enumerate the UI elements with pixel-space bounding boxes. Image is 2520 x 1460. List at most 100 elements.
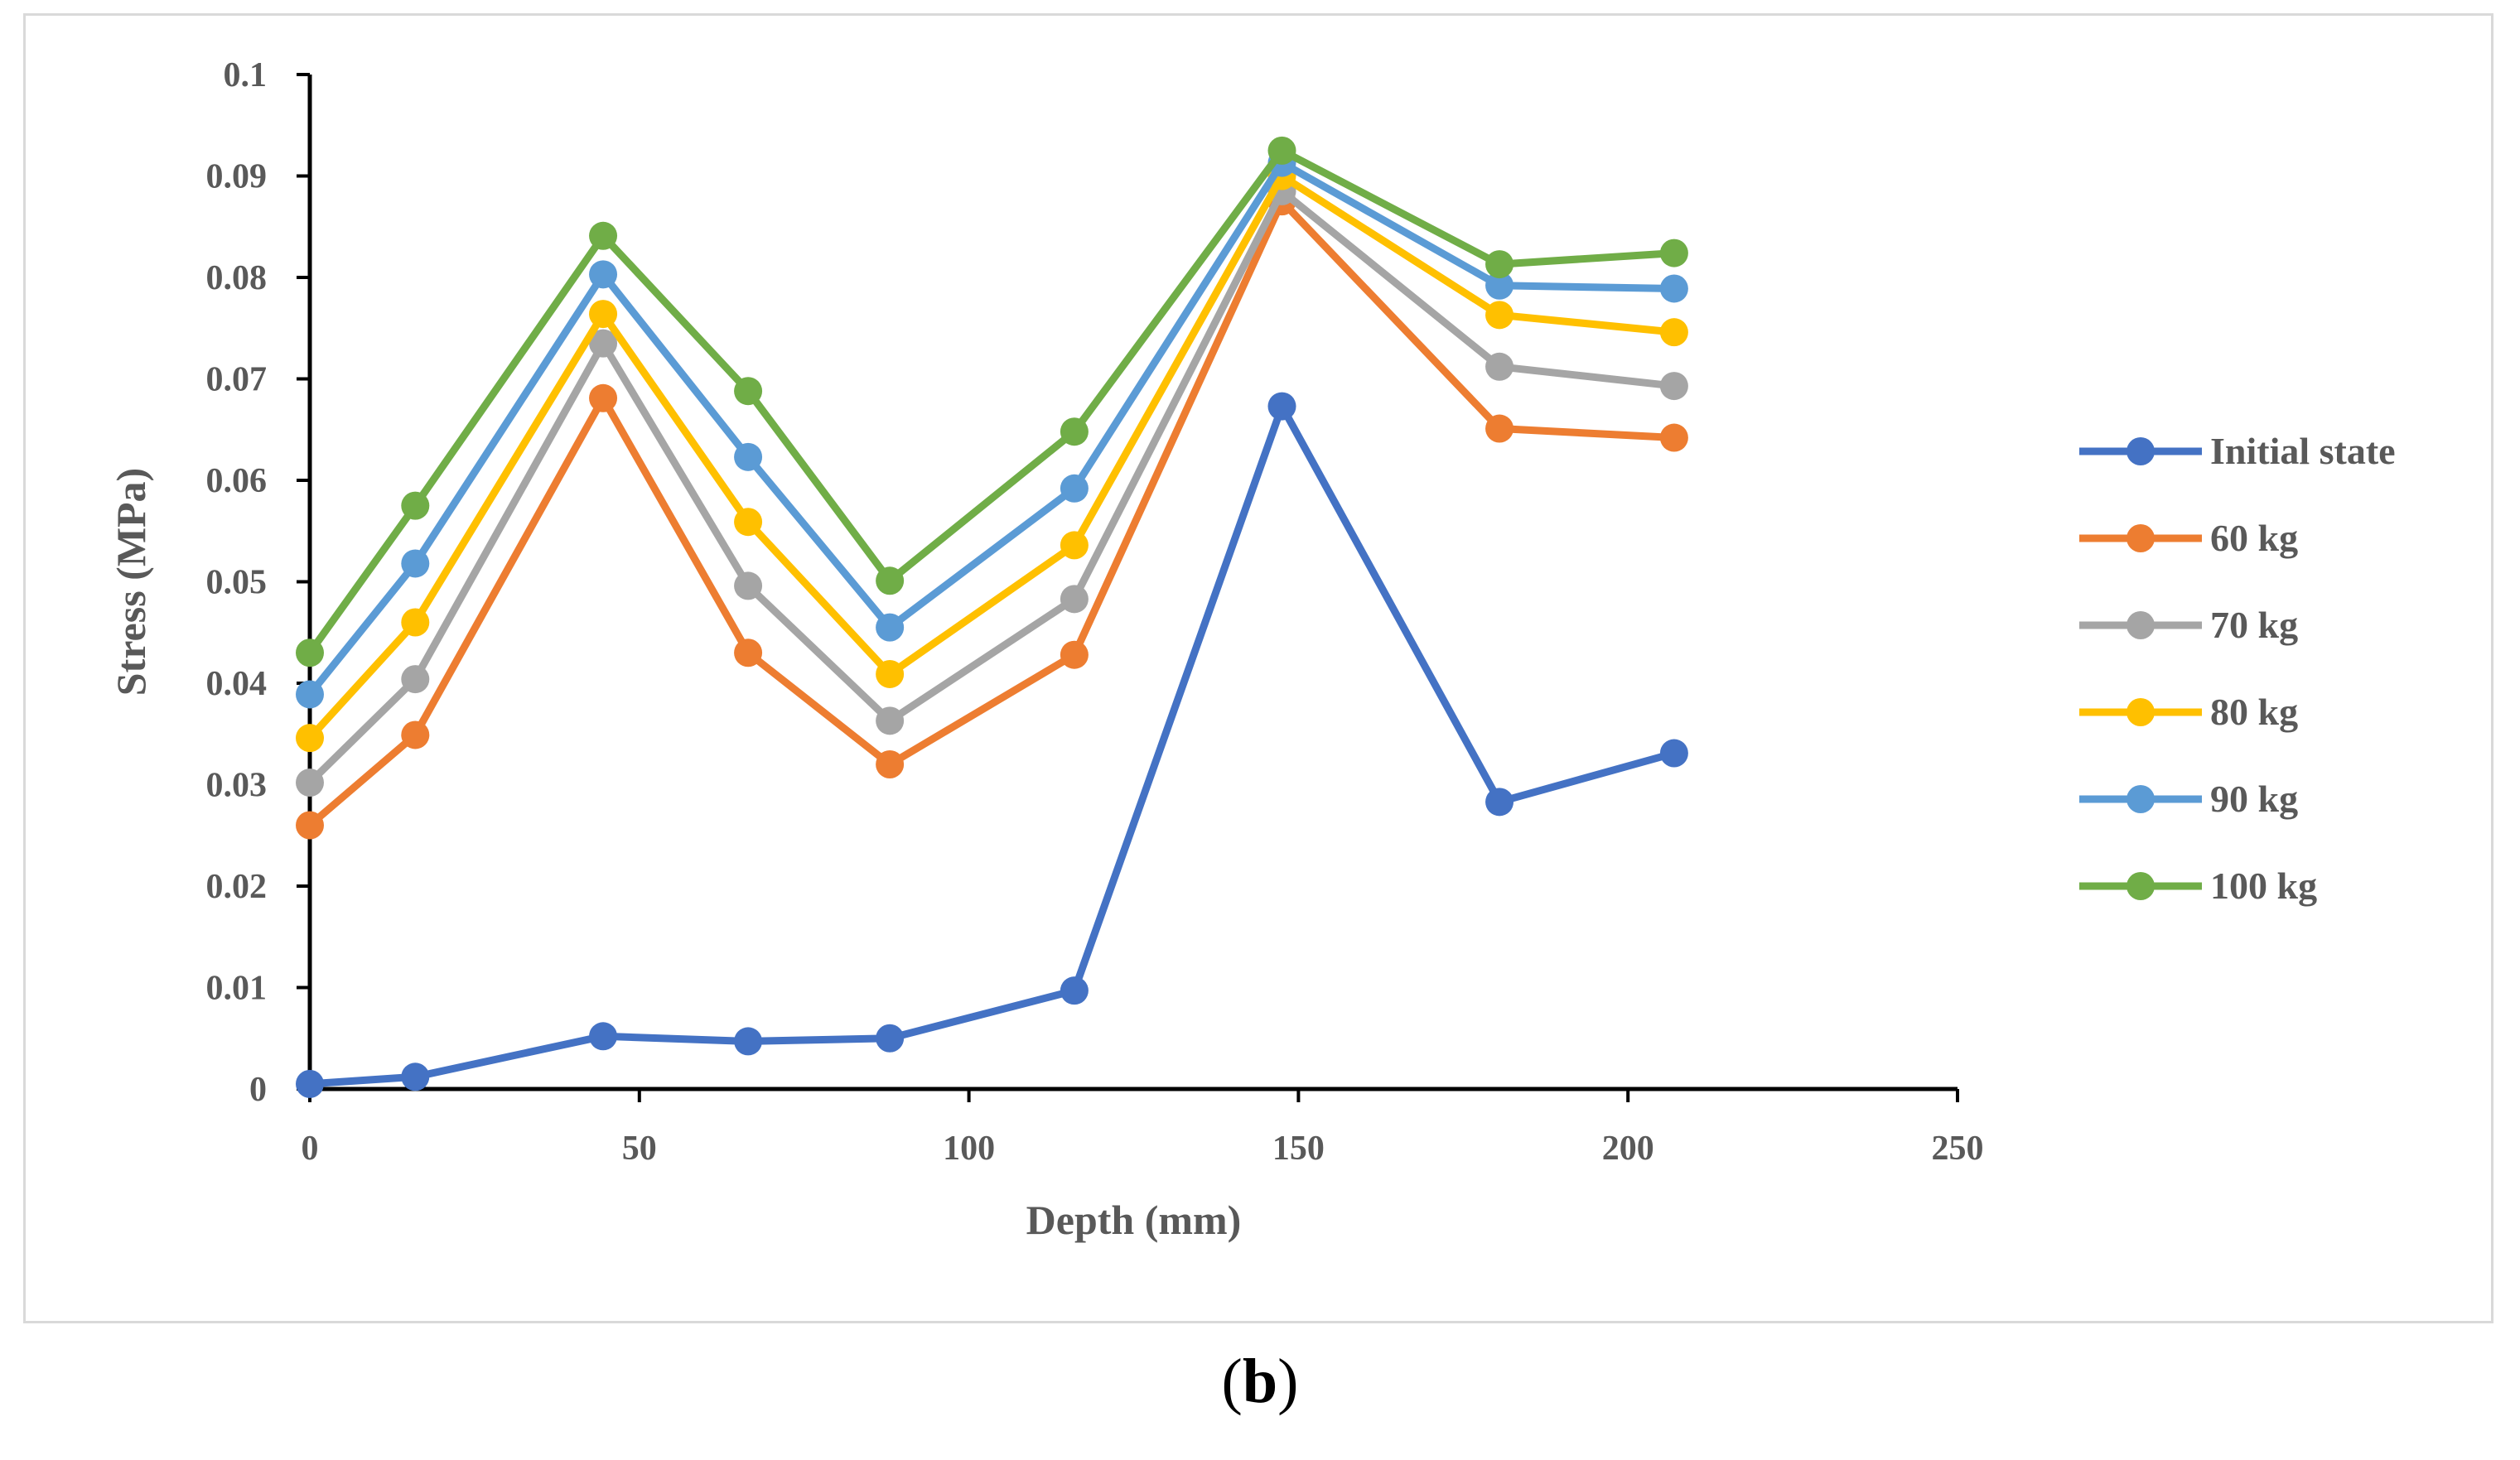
data-point bbox=[589, 260, 618, 289]
y-tick-label: 0.01 bbox=[206, 970, 268, 1008]
data-point bbox=[401, 720, 430, 749]
x-tick-label: 150 bbox=[1272, 1130, 1325, 1168]
data-point bbox=[296, 724, 324, 753]
legend-item: 80 kg bbox=[2079, 691, 2298, 733]
data-point bbox=[734, 377, 763, 406]
legend-item: 60 kg bbox=[2079, 517, 2298, 559]
x-tick-label: 250 bbox=[1932, 1130, 1984, 1168]
data-point bbox=[401, 608, 430, 637]
data-point bbox=[734, 571, 763, 600]
series-line bbox=[307, 159, 1674, 697]
legend-item: 70 kg bbox=[2079, 604, 2298, 646]
data-point bbox=[589, 1022, 618, 1051]
panel-label-open: ( bbox=[1221, 1347, 1243, 1416]
data-point bbox=[876, 1024, 905, 1053]
legend-label: 70 kg bbox=[2210, 604, 2298, 646]
y-tick-label: 0.1 bbox=[224, 56, 268, 94]
x-tick-label: 0 bbox=[302, 1130, 319, 1168]
legend-marker bbox=[2127, 437, 2155, 465]
panel-label-close: ) bbox=[1277, 1347, 1299, 1416]
panel-label-letter: b bbox=[1242, 1347, 1278, 1416]
series-line bbox=[307, 187, 1675, 786]
data-point bbox=[1060, 585, 1089, 614]
data-point bbox=[1060, 474, 1089, 503]
data-point bbox=[401, 1062, 430, 1091]
data-point bbox=[734, 638, 763, 667]
data-point bbox=[401, 549, 430, 578]
data-point bbox=[1659, 318, 1688, 347]
legend-marker bbox=[2127, 785, 2155, 813]
data-point bbox=[589, 221, 618, 250]
y-tick-label: 0.03 bbox=[206, 767, 268, 805]
y-tick-label: 0.06 bbox=[206, 462, 268, 500]
legend-label: Initial state bbox=[2210, 430, 2396, 472]
legend-marker bbox=[2127, 611, 2155, 639]
x-tick-label: 50 bbox=[622, 1130, 657, 1168]
legend-label: 90 kg bbox=[2210, 778, 2298, 820]
data-point bbox=[734, 508, 763, 537]
legend-marker bbox=[2127, 872, 2155, 900]
y-tick-label: 0.09 bbox=[206, 158, 268, 196]
legend-marker bbox=[2127, 698, 2155, 726]
data-point bbox=[876, 750, 905, 778]
data-point bbox=[734, 1027, 763, 1056]
data-point bbox=[1659, 274, 1688, 303]
x-tick-label: 200 bbox=[1602, 1130, 1654, 1168]
legend-marker bbox=[2127, 524, 2155, 552]
legend-item: 90 kg bbox=[2079, 778, 2298, 820]
y-tick-label: 0.08 bbox=[206, 259, 268, 297]
legend-label: 80 kg bbox=[2210, 691, 2298, 733]
legend-item: 100 kg bbox=[2079, 865, 2317, 907]
data-point bbox=[296, 811, 324, 840]
data-point bbox=[589, 329, 618, 358]
data-point bbox=[1485, 788, 1514, 817]
legend: Initial state 60 kg 70 kg 80 kg 90 kg 100 kg bbox=[2079, 430, 2396, 907]
data-point bbox=[1485, 250, 1514, 279]
data-point bbox=[1060, 417, 1089, 446]
data-point bbox=[1659, 372, 1688, 401]
series-5 bbox=[296, 148, 1688, 709]
data-point bbox=[734, 442, 763, 471]
data-point bbox=[1485, 352, 1514, 381]
data-point bbox=[401, 665, 430, 694]
chart-area bbox=[23, 13, 2493, 1323]
series-6 bbox=[296, 136, 1688, 667]
data-point bbox=[296, 638, 324, 667]
y-axis-title: Stress (MPa) bbox=[108, 468, 154, 696]
data-point bbox=[1659, 739, 1688, 768]
y-tick-label: 0.05 bbox=[206, 564, 268, 602]
x-axis-title: Depth (mm) bbox=[1026, 1197, 1242, 1243]
legend-item: Initial state bbox=[2079, 430, 2396, 472]
data-point bbox=[1485, 271, 1514, 300]
x-tick-label: 100 bbox=[943, 1130, 995, 1168]
data-point bbox=[1267, 392, 1296, 421]
data-point bbox=[1060, 976, 1089, 1005]
data-point bbox=[1659, 239, 1688, 267]
y-tick-label: 0.04 bbox=[206, 665, 268, 703]
axes: 0 0.01 0.02 0.03 0.04 0.05 0.06 0.07 0.08 0.09 0.1… bbox=[108, 56, 1984, 1243]
legend-label: 60 kg bbox=[2210, 517, 2298, 559]
data-point bbox=[1060, 531, 1089, 560]
data-point bbox=[589, 383, 618, 412]
data-point bbox=[296, 1069, 324, 1098]
y-tick-label: 0.02 bbox=[206, 868, 268, 906]
data-point bbox=[876, 613, 905, 642]
data-point bbox=[296, 680, 324, 709]
legend-label: 100 kg bbox=[2210, 865, 2317, 907]
series-layer bbox=[296, 136, 1688, 1098]
data-point bbox=[1060, 640, 1089, 669]
data-point bbox=[401, 491, 430, 520]
data-point bbox=[1659, 423, 1688, 452]
data-point bbox=[589, 300, 618, 329]
panel-label: (b) bbox=[0, 1346, 2520, 1418]
data-point bbox=[1485, 414, 1514, 443]
data-point bbox=[876, 566, 905, 595]
y-tick-label: 0 bbox=[249, 1071, 267, 1109]
series-1 bbox=[296, 392, 1688, 1098]
data-point bbox=[1485, 301, 1514, 330]
y-tick-label: 0.07 bbox=[206, 361, 268, 399]
data-point bbox=[876, 659, 905, 688]
data-point bbox=[1267, 136, 1296, 165]
data-point bbox=[296, 769, 324, 797]
